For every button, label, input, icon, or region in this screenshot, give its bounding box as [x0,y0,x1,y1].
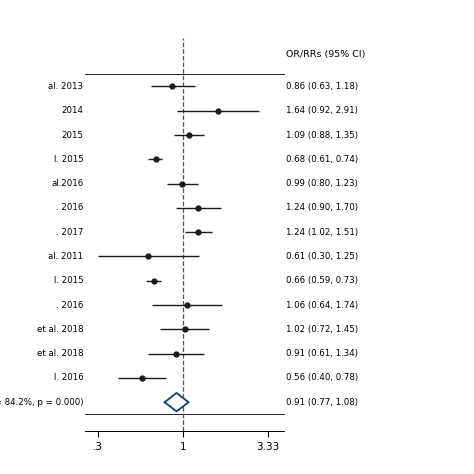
Text: 0.86 (0.63, 1.18): 0.86 (0.63, 1.18) [286,82,358,91]
Text: I²squared = 84.2%, p = 0.000): I²squared = 84.2%, p = 0.000) [0,398,83,407]
Text: l. 2016: l. 2016 [54,374,83,383]
Text: . 2017: . 2017 [56,228,83,237]
Text: 2015: 2015 [61,130,83,139]
Text: 0.56 (0.40, 0.78): 0.56 (0.40, 0.78) [286,374,358,383]
Text: OR/RRs (95% CI): OR/RRs (95% CI) [286,50,366,59]
Text: 0.91 (0.77, 1.08): 0.91 (0.77, 1.08) [286,398,358,407]
Text: 0.68 (0.61, 0.74): 0.68 (0.61, 0.74) [286,155,358,164]
Text: . 2016: . 2016 [56,203,83,212]
Text: 0.99 (0.80, 1.23): 0.99 (0.80, 1.23) [286,179,358,188]
Text: et al. 2018: et al. 2018 [37,349,83,358]
Text: al. 2013: al. 2013 [48,82,83,91]
Text: al.2016: al.2016 [51,179,83,188]
Text: et al. 2018: et al. 2018 [37,325,83,334]
Text: 1.06 (0.64, 1.74): 1.06 (0.64, 1.74) [286,301,358,310]
Polygon shape [164,393,189,411]
Text: 1.02 (0.72, 1.45): 1.02 (0.72, 1.45) [286,325,358,334]
Text: 1.24 (1.02, 1.51): 1.24 (1.02, 1.51) [286,228,358,237]
Text: 1.09 (0.88, 1.35): 1.09 (0.88, 1.35) [286,130,358,139]
Text: 1.64 (0.92, 2.91): 1.64 (0.92, 2.91) [286,106,358,115]
Text: 0.61 (0.30, 1.25): 0.61 (0.30, 1.25) [286,252,358,261]
Text: 0.66 (0.59, 0.73): 0.66 (0.59, 0.73) [286,276,358,285]
Text: l. 2015: l. 2015 [54,155,83,164]
Text: l. 2015: l. 2015 [54,276,83,285]
Text: 2014: 2014 [61,106,83,115]
Text: . 2016: . 2016 [56,301,83,310]
Text: al. 2011: al. 2011 [48,252,83,261]
Text: 0.91 (0.61, 1.34): 0.91 (0.61, 1.34) [286,349,358,358]
Text: 1.24 (0.90, 1.70): 1.24 (0.90, 1.70) [286,203,358,212]
